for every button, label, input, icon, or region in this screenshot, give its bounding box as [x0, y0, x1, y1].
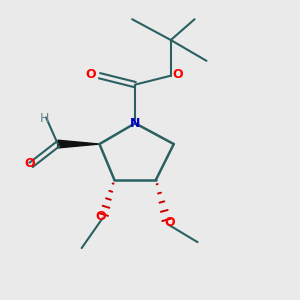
- Text: H: H: [40, 112, 49, 125]
- Text: O: O: [172, 68, 183, 81]
- Text: O: O: [86, 68, 97, 81]
- Text: O: O: [24, 157, 35, 170]
- Text: O: O: [164, 216, 175, 229]
- Text: N: N: [130, 117, 140, 130]
- Polygon shape: [58, 140, 100, 148]
- Text: O: O: [96, 210, 106, 224]
